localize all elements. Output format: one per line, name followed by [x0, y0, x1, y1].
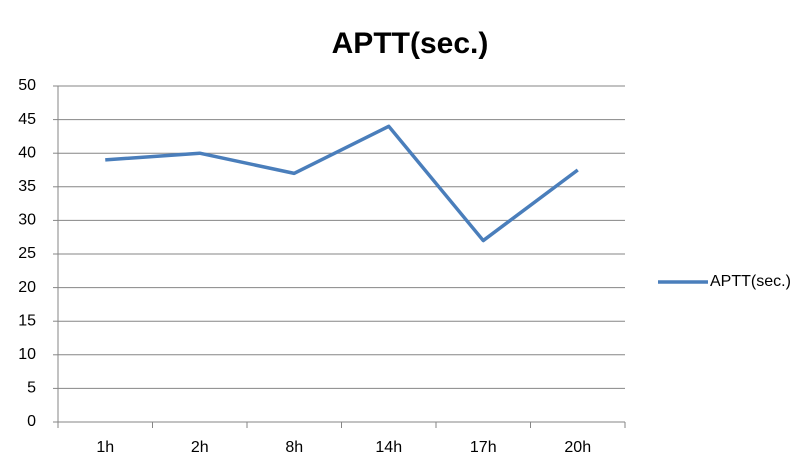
- y-tick-label: 30: [18, 212, 36, 229]
- y-tick-label: 50: [18, 77, 36, 94]
- y-tick-label: 5: [27, 380, 36, 397]
- x-tick-label: 20h: [564, 439, 591, 456]
- y-tick-label: 35: [18, 178, 36, 195]
- x-tick-label: 14h: [375, 439, 402, 456]
- y-tick-label: 20: [18, 279, 36, 296]
- y-tick-label: 40: [18, 144, 36, 161]
- y-tick-label: 25: [18, 245, 36, 262]
- x-tick-label: 1h: [96, 439, 114, 456]
- legend-label: APTT(sec.): [710, 273, 791, 290]
- x-tick-label: 8h: [285, 439, 303, 456]
- y-tick-label: 10: [18, 346, 36, 363]
- y-tick-label: 15: [18, 312, 36, 329]
- y-tick-label: 45: [18, 111, 36, 128]
- y-tick-label: 0: [27, 413, 36, 430]
- chart-title: APTT(sec.): [332, 27, 489, 60]
- data-line: [105, 124, 579, 243]
- x-tick-label: 17h: [470, 439, 497, 456]
- x-tick-label: 2h: [191, 439, 209, 456]
